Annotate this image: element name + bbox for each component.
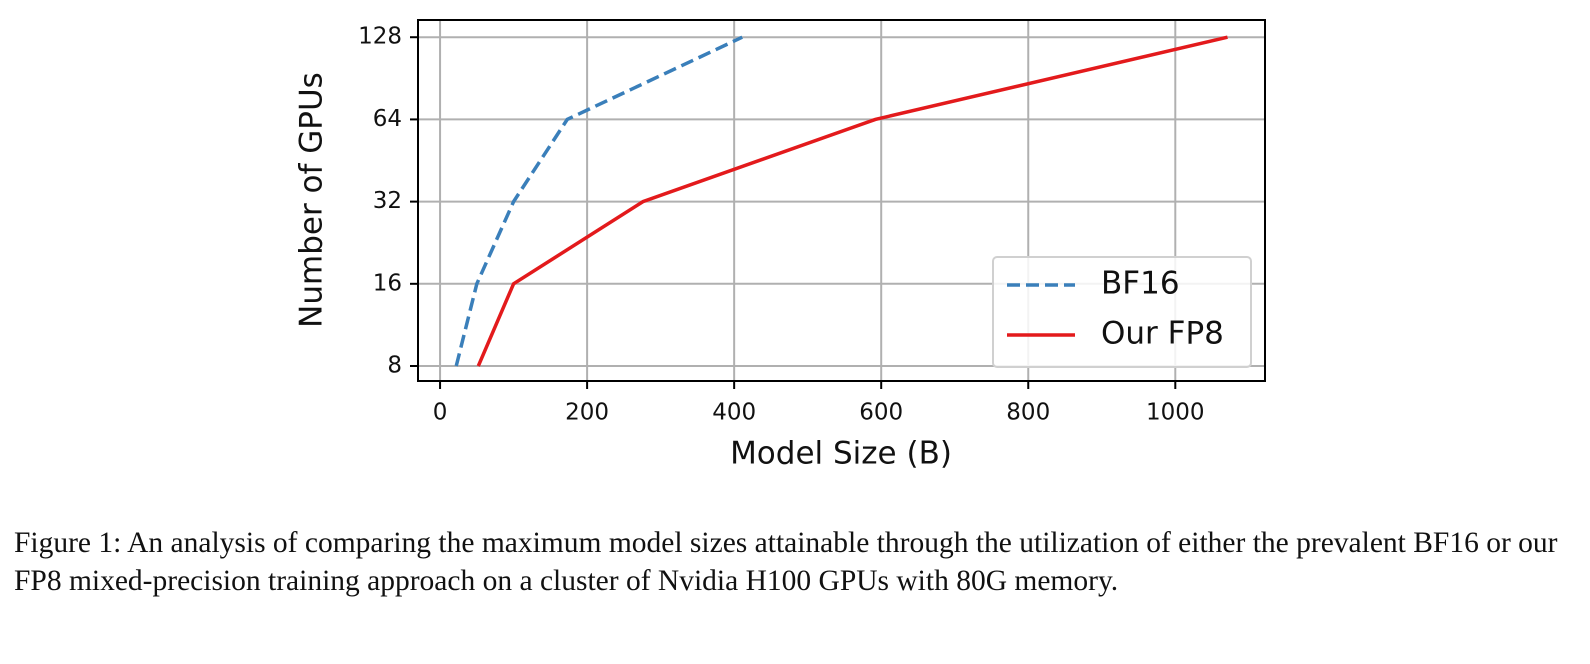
y-tick-label: 8 bbox=[387, 353, 402, 379]
y-tick-label: 128 bbox=[358, 24, 402, 50]
y-axis-label: Number of GPUs bbox=[294, 72, 330, 328]
legend: BF16 Our FP8 bbox=[992, 256, 1252, 368]
series-line bbox=[476, 35, 1228, 367]
x-tick-label: 0 bbox=[433, 400, 448, 426]
y-tick-label: 64 bbox=[373, 106, 402, 132]
x-tick-label: 800 bbox=[1006, 400, 1050, 426]
chart: Model Size (B) Number of GPUs 0 200 400 600… bbox=[294, 19, 1266, 472]
y-tick-label: 32 bbox=[373, 188, 402, 214]
x-tick-label: 600 bbox=[859, 400, 903, 426]
legend-label: Our FP8 bbox=[1101, 316, 1224, 352]
x-axis-label: Model Size (B) bbox=[730, 436, 952, 472]
y-tick-label: 16 bbox=[373, 270, 402, 296]
plot-frame bbox=[417, 19, 1266, 382]
x-tick-label: 1000 bbox=[1146, 400, 1205, 426]
legend-label: BF16 bbox=[1101, 266, 1180, 302]
x-tick-label: 200 bbox=[565, 400, 609, 426]
caption: Figure 1: An analysis of comparing the m… bbox=[14, 527, 1558, 597]
x-tick-label: 400 bbox=[712, 400, 756, 426]
series-line bbox=[454, 35, 743, 367]
